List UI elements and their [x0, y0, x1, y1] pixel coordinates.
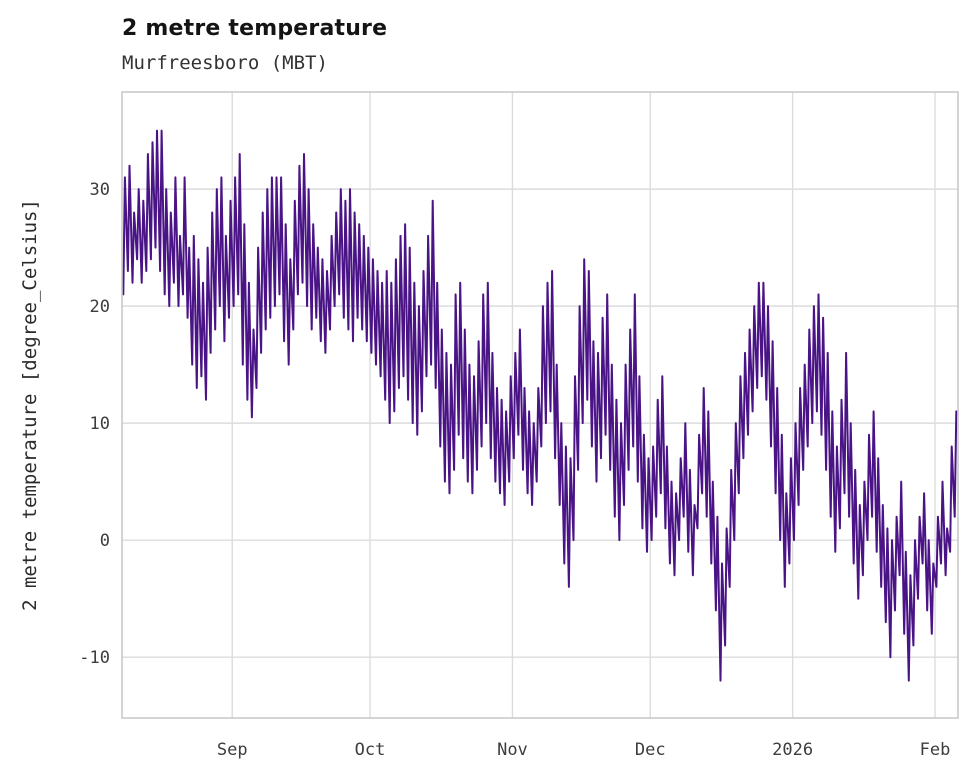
x-tick-label: Oct: [355, 740, 386, 760]
x-tick-label: Dec: [635, 740, 666, 760]
x-tick-label: 2026: [772, 740, 813, 760]
plot-border: [121, 91, 959, 719]
temperature-line: [122, 129, 958, 682]
chart-title: 2 metre temperature: [122, 16, 388, 41]
y-tick-label: -10: [79, 648, 110, 668]
y-tick-label: 10: [90, 414, 110, 434]
y-tick-label: 30: [90, 180, 110, 200]
y-tick-label: 20: [90, 297, 110, 317]
x-tick-label: Sep: [217, 740, 248, 760]
chart-subtitle: Murfreesboro (MBT): [122, 52, 328, 74]
y-tick-label: 0: [100, 531, 110, 551]
x-tick-label: Nov: [497, 740, 528, 760]
x-tick-label: Feb: [920, 740, 951, 760]
